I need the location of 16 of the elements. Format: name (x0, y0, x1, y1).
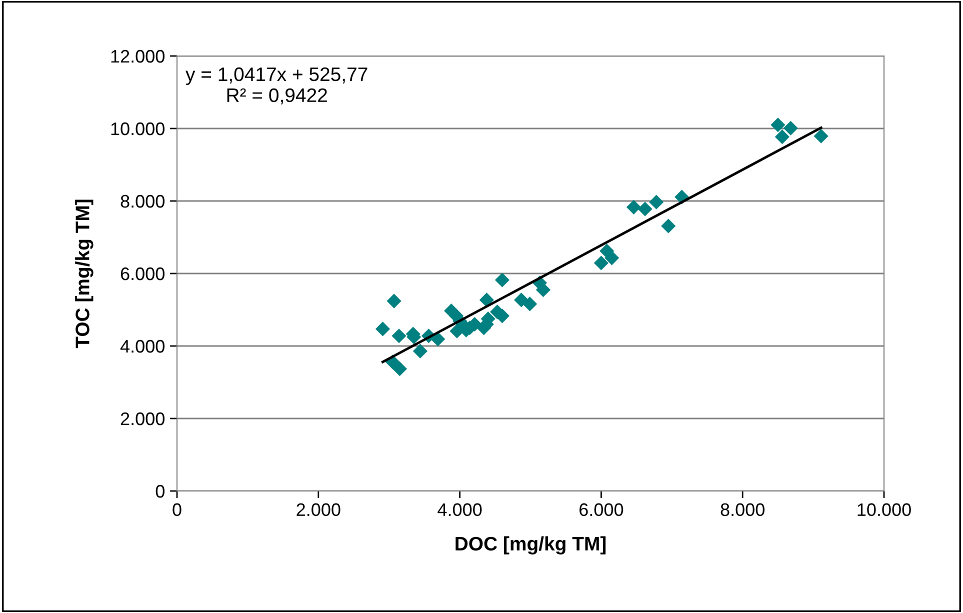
x-axis-title: DOC [mg/kg TM] (456, 536, 606, 555)
y-tick-label: 6.000 (120, 267, 164, 280)
y-axis-title: TOC [mg/kg TM] (75, 200, 94, 348)
y-tick-label: 2.000 (120, 412, 164, 426)
x-tick-label: 6.000 (580, 503, 624, 516)
annotation: y = 1,0417x + 525,77 R² = 0,9422 (186, 67, 368, 104)
y-tick-label: 0 (156, 484, 164, 498)
y-tick-label: 8.000 (120, 194, 164, 208)
x-tick-label: 10.000 (858, 503, 911, 516)
x-tick-label: 0 (172, 503, 182, 516)
y-tick-label: 10.000 (111, 122, 164, 136)
x-tick-label: 2.000 (296, 503, 340, 516)
x-tick-label: 8.000 (720, 503, 764, 516)
y-tick-label: 4.000 (120, 340, 164, 353)
x-tick-label: 4.000 (438, 503, 482, 516)
y-tick-label: 12.000 (111, 50, 164, 63)
